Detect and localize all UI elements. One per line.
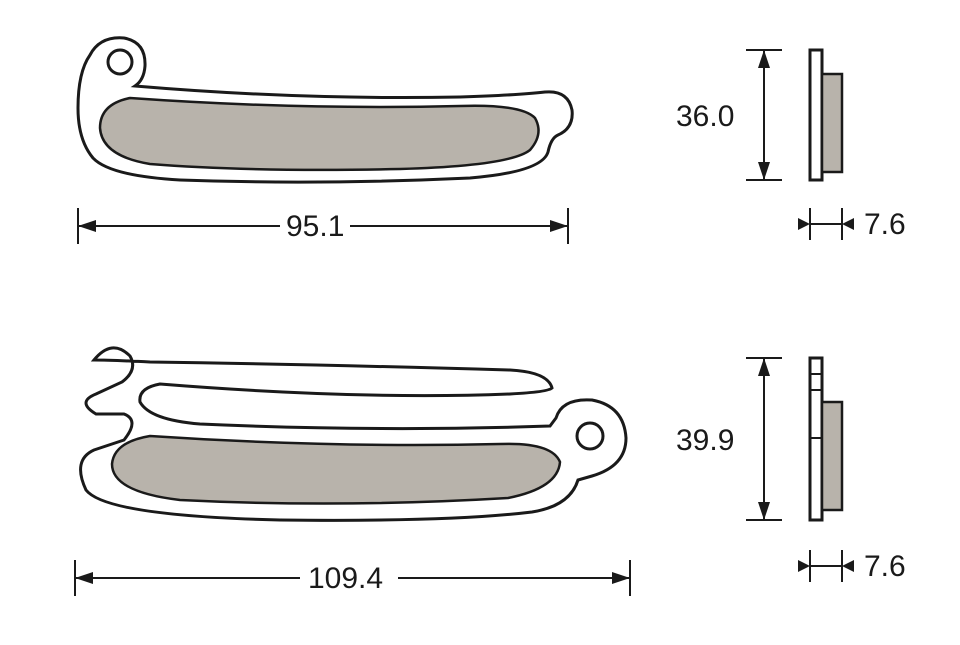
bottom-pad-mount-hole: [577, 423, 603, 449]
top-pad-height-dim: 36.0: [676, 50, 782, 180]
top-pad-side-view: [810, 50, 842, 180]
top-pad-side-friction: [822, 74, 842, 172]
top-pad-mount-hole: [108, 50, 132, 74]
top-pad-side-backplate: [810, 50, 822, 180]
bottom-pad-width-dim: 109.4: [75, 560, 630, 596]
bottom-pad-friction-surface: [112, 436, 560, 504]
brake-pad-dimension-diagram: 95.1 36.0 7.6: [0, 0, 960, 640]
bottom-pad-side-friction: [822, 402, 842, 510]
bottom-pad-height-dim: 39.9: [676, 358, 782, 520]
top-pad-width-dim: 95.1: [78, 208, 568, 244]
bottom-pad-width-label: 109.4: [308, 562, 383, 595]
top-pad-front-view: [78, 38, 572, 182]
bottom-pad-side-view: [810, 358, 842, 520]
top-pad-height-label: 36.0: [676, 100, 734, 133]
bottom-pad-thickness-label: 7.6: [864, 550, 906, 583]
top-pad-friction-surface: [100, 98, 539, 170]
top-pad-width-label: 95.1: [286, 210, 344, 243]
top-pad-thickness-label: 7.6: [864, 208, 906, 241]
bottom-pad-height-label: 39.9: [676, 424, 734, 457]
top-pad-thickness-dim: 7.6: [798, 208, 906, 241]
bottom-pad-front-view: [81, 348, 626, 520]
bottom-pad-thickness-dim: 7.6: [798, 550, 906, 583]
